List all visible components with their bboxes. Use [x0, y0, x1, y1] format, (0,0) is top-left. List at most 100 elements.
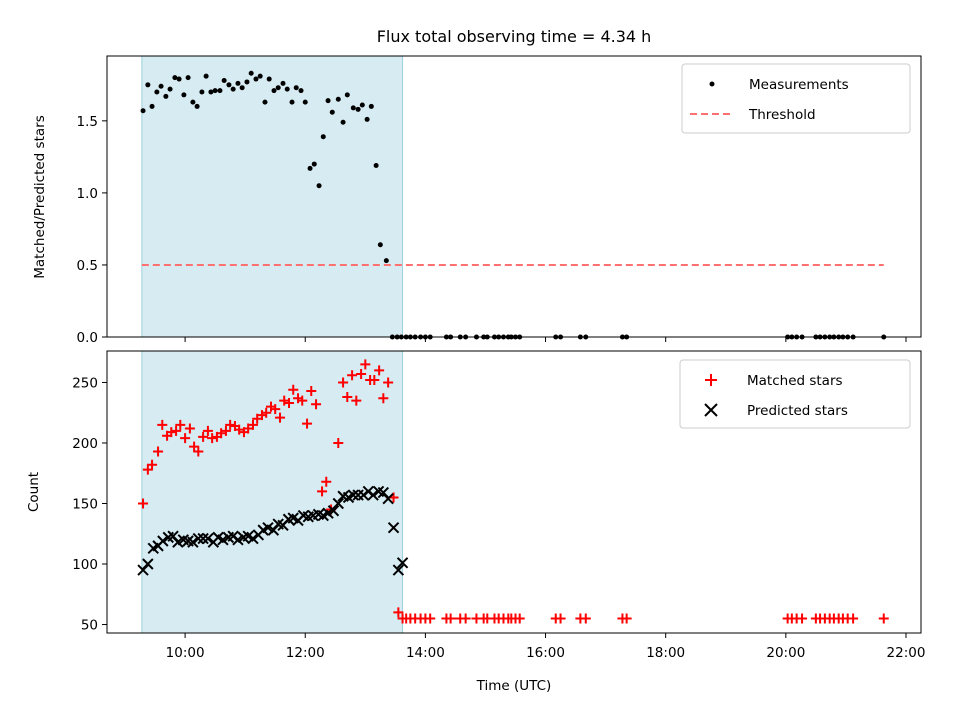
y-tick-label: 50	[81, 618, 98, 634]
matched-star-point	[514, 613, 525, 624]
predicted-star-point	[392, 564, 405, 576]
bottom-plot-marks	[137, 359, 889, 624]
measurement-point	[167, 86, 173, 92]
measurement-point	[226, 82, 232, 88]
measurement-point	[181, 92, 187, 98]
measurement-point	[275, 85, 281, 91]
measurement-point	[377, 242, 383, 248]
measurement-point	[271, 88, 277, 94]
matched-star-point	[580, 613, 591, 624]
bottom-y-axis-label: Count	[26, 472, 42, 512]
measurement-point	[230, 86, 236, 92]
measurement-point	[350, 105, 356, 111]
measurement-point	[307, 165, 313, 171]
predicted-star-point	[382, 492, 394, 505]
matched-star-point	[302, 418, 313, 429]
top-legend: Measurements Threshold	[681, 63, 911, 134]
legend-measurements-marker	[709, 81, 715, 87]
measurement-point	[383, 258, 389, 264]
matched-star-point	[275, 412, 286, 423]
legend-measurements-label: Measurements	[749, 77, 849, 93]
matched-star-point	[878, 613, 889, 624]
matched-star-point	[138, 498, 149, 509]
matched-star-point	[311, 399, 322, 410]
measurement-point	[163, 93, 169, 99]
matched-star-point	[288, 384, 299, 395]
measurement-point	[262, 99, 268, 105]
predicted-star-point	[327, 505, 340, 517]
x-tick-label: 22:00	[887, 645, 926, 661]
x-tick-label: 16:00	[526, 645, 565, 661]
measurement-point	[199, 89, 205, 95]
matched-star-point	[306, 385, 317, 396]
matched-star-point	[317, 486, 328, 497]
measurement-point	[329, 109, 335, 115]
bottom-axes-frame	[106, 350, 922, 634]
bottom-x-ticks: 10:00 12:00 14:00 16:00 18:00 20:00 22:00	[166, 633, 926, 661]
measurement-point	[194, 103, 200, 109]
legend-predicted-marker	[704, 403, 718, 417]
y-tick-label: 250	[72, 375, 98, 391]
y-tick-label: 200	[72, 436, 98, 452]
measurement-point	[293, 85, 299, 91]
top-axes-frame	[106, 55, 922, 338]
predicted-star-point	[142, 558, 154, 570]
y-tick-label: 1.0	[77, 186, 98, 202]
matched-star-point	[270, 404, 281, 415]
matched-star-point	[333, 437, 344, 448]
measurement-point	[364, 116, 370, 122]
measurement-point	[172, 75, 178, 81]
predicted-star-point	[387, 521, 400, 534]
top-y-ticks: 0.0 0.5 1.0 1.5	[77, 114, 107, 346]
matched-star-point	[184, 423, 195, 434]
matched-star-point	[374, 365, 385, 376]
measurement-point	[344, 92, 350, 98]
measurement-point	[320, 134, 326, 140]
measurement-point	[185, 75, 191, 81]
matched-star-point	[193, 446, 204, 457]
measurement-point	[266, 76, 272, 82]
matched-star-point	[175, 419, 186, 430]
x-tick-label: 18:00	[646, 645, 685, 661]
measurement-point	[235, 80, 241, 86]
matched-star-point	[338, 377, 349, 388]
legend-matched-marker	[705, 374, 717, 386]
matched-star-point	[202, 425, 213, 436]
predicted-star-point	[192, 532, 205, 545]
measurement-point	[316, 183, 322, 189]
legend-threshold-label: Threshold	[748, 107, 816, 123]
predicted-star-point	[157, 535, 169, 547]
measurement-point	[140, 108, 146, 114]
legend-predicted-label: Predicted stars	[747, 403, 848, 419]
measurement-point	[190, 99, 196, 105]
top-x-ticks	[184, 337, 907, 342]
matched-star-point	[356, 368, 367, 379]
legend-matched-label: Matched stars	[747, 373, 843, 389]
measurement-point	[239, 85, 245, 91]
y-tick-label: 150	[72, 496, 98, 512]
measurement-point	[355, 106, 361, 112]
matched-star-point	[166, 427, 177, 438]
top-panel: 0.0 0.5 1.0 1.5 Matched/Predicted stars Mea…	[32, 55, 922, 346]
measurement-point	[359, 102, 365, 108]
measurement-point	[368, 103, 374, 109]
matched-star-point	[247, 419, 258, 430]
matched-star-point	[848, 613, 859, 624]
measurement-point	[149, 103, 155, 109]
measurement-point	[289, 99, 295, 105]
matched-star-point	[157, 419, 168, 430]
matched-star-point	[321, 476, 332, 487]
measurement-point	[203, 73, 209, 79]
predicted-star-point	[396, 557, 409, 569]
top-y-axis-label: Matched/Predicted stars	[32, 115, 48, 278]
predicted-star-point	[347, 489, 360, 501]
matched-star-point	[153, 446, 164, 457]
matched-star-point	[220, 425, 231, 436]
measurement-point	[176, 76, 182, 82]
matched-star-point	[621, 613, 632, 624]
measurement-point	[280, 80, 286, 86]
matched-star-point	[297, 395, 308, 406]
x-tick-label: 12:00	[286, 645, 325, 661]
measurement-point	[311, 161, 317, 167]
predicted-star-point	[187, 536, 199, 548]
